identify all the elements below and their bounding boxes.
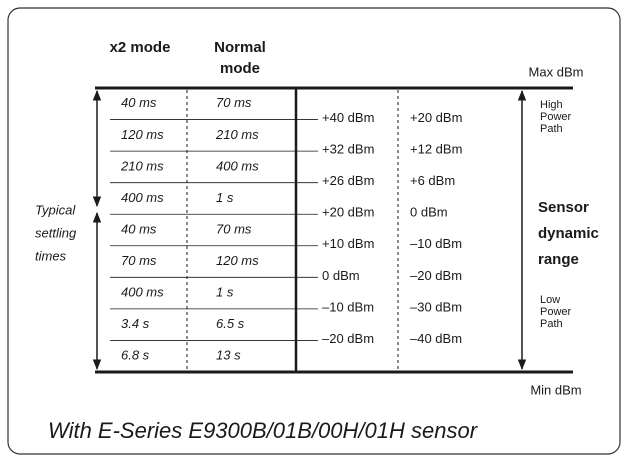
frame [7,7,621,455]
x2-dbm: –40 dBm [410,331,462,346]
high-path: High [540,99,563,111]
normal-dbm: –10 dBm [322,299,374,314]
normal-time: 13 s [216,348,241,363]
footer: With E-Series E9300B/01B/00H/01H sensor [48,418,479,443]
x2-time: 400 ms [121,190,164,205]
x2-dbm: 0 dBm [410,205,448,220]
content: 40 ms 70 ms 120 ms 210 ms 210 ms 400 ms 400 ms… [35,95,599,362]
left-label: times [35,248,67,263]
min-label: Min dBm [530,382,581,397]
normal-dbm: +26 dBm [322,173,374,188]
x2-dbm: –20 dBm [410,268,462,283]
normal-time: 6.5 s [216,316,245,331]
low-path: Power [540,306,572,318]
low-path: Path [540,318,563,330]
x2-time: 400 ms [121,285,164,300]
high-path: Path [540,123,563,135]
normal-dbm: –20 dBm [322,331,374,346]
left-label: Typical [35,202,76,217]
normal-time: 1 s [216,190,234,205]
low-path: Low [540,294,560,306]
normal-dbm: 0 dBm [322,268,360,283]
normal-dbm: +40 dBm [322,110,374,125]
x2-time: 6.8 s [121,348,150,363]
header-x2: x2 mode [110,39,171,56]
x2-time: 40 ms [121,95,157,110]
normal-time: 1 s [216,285,234,300]
normal-time: 400 ms [216,158,259,173]
normal-time: 70 ms [216,221,252,236]
high-path: Power [540,111,572,123]
x2-dbm: +12 dBm [410,142,462,157]
left-label: settling [35,225,77,240]
header-normal: Normal [214,39,266,56]
x2-dbm: +6 dBm [410,173,455,188]
normal-time: 70 ms [216,95,252,110]
max-label: Max dBm [529,64,584,79]
x2-time: 70 ms [121,253,157,268]
x2-time: 210 ms [120,158,164,173]
x2-dbm: –30 dBm [410,299,462,314]
range-label: range [538,251,579,268]
normal-time: 120 ms [216,253,259,268]
x2-time: 40 ms [121,221,157,236]
x2-dbm: +20 dBm [410,110,462,125]
x2-time: 3.4 s [121,316,150,331]
normal-dbm: +32 dBm [322,142,374,157]
normal-dbm: +10 dBm [322,236,374,251]
normal-dbm: +20 dBm [322,205,374,220]
x2-time: 120 ms [121,127,164,142]
range-label: Sensor [538,199,589,216]
normal-time: 210 ms [215,127,259,142]
header-normal: mode [220,60,260,77]
x2-dbm: –10 dBm [410,236,462,251]
range-label: dynamic [538,225,599,242]
